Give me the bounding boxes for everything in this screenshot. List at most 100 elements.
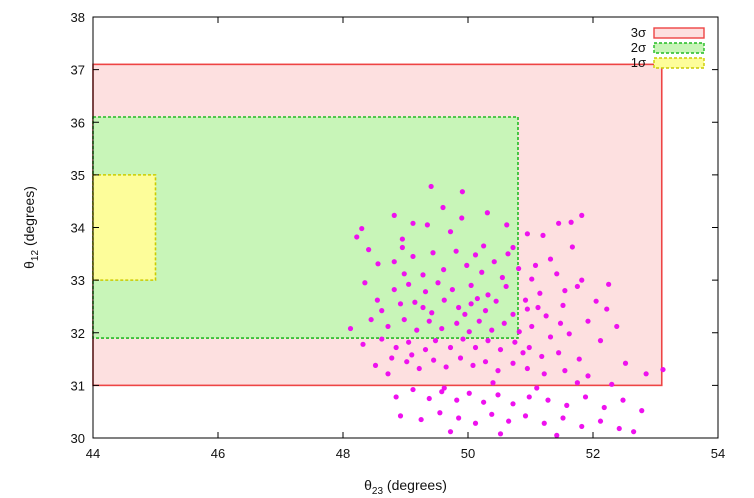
scatter-point (485, 292, 491, 298)
x-tick-label: 52 (586, 446, 600, 461)
scatter-point (441, 297, 447, 303)
scatter-point (539, 353, 545, 360)
scatter-point (562, 288, 568, 294)
scatter-point (541, 420, 547, 426)
scatter-point (535, 304, 541, 311)
confidence-regions (92, 63, 663, 387)
scatter-point (374, 297, 380, 303)
scatter-point (385, 371, 391, 377)
scatter-point (447, 429, 454, 435)
scatter-point (472, 420, 479, 426)
scatter-point (393, 344, 399, 351)
scatter-point (379, 336, 385, 342)
scatter-point (522, 297, 529, 303)
scatter-point (454, 397, 460, 403)
scatter-point (489, 411, 495, 417)
scatter-point (510, 244, 516, 251)
scatter-point (472, 252, 479, 258)
scatter-point (526, 394, 532, 400)
scatter-point (385, 323, 391, 330)
scatter-point (574, 283, 580, 290)
x-tick-label: 54 (711, 446, 725, 461)
scatter-point (597, 338, 604, 344)
scatter-point (579, 423, 585, 430)
legend-swatch (653, 42, 705, 54)
scatter-point (379, 308, 385, 314)
scatter-point (489, 327, 495, 333)
scatter-point (459, 189, 465, 195)
scatter-point (368, 316, 374, 323)
scatter-point (510, 360, 516, 366)
scatter-point (360, 341, 366, 347)
scatter-point (545, 397, 551, 403)
scatter-point (560, 302, 566, 308)
scatter-point (470, 362, 476, 368)
scatter-point (585, 318, 591, 324)
scatter-point (516, 265, 522, 272)
y-axis-label-units: (degrees) (21, 186, 37, 250)
x-tick-label: 50 (461, 446, 475, 461)
scatter-point (454, 320, 460, 326)
scatter-point (401, 271, 407, 277)
scatter-point (497, 431, 504, 437)
scatter-point (579, 212, 585, 218)
scatter-point (468, 301, 474, 307)
scatter-point (449, 286, 455, 293)
scatter-point (466, 390, 472, 396)
legend-label: 1σ (631, 55, 646, 70)
y-tick-label: 37 (71, 63, 85, 78)
scatter-point (354, 234, 360, 240)
legend-label: 2σ (631, 40, 646, 55)
scatter-point (501, 320, 507, 326)
scatter-point (426, 318, 432, 324)
scatter-point (447, 344, 454, 351)
scatter-point (534, 385, 540, 391)
scatter-point (429, 310, 435, 316)
y-tick-label: 36 (71, 115, 85, 130)
y-axis-label-symbol: θ (21, 261, 37, 269)
scatter-point (439, 325, 445, 332)
scatter-point (456, 304, 462, 311)
scatter-point (389, 355, 395, 361)
scatter-point (520, 350, 526, 356)
y-axis-label: θ12 (degrees) (21, 186, 41, 269)
scatter-point (505, 251, 511, 257)
scatter-point (456, 415, 462, 421)
scatter-point (510, 401, 516, 407)
scatter-point (585, 373, 591, 379)
scatter-point (526, 344, 532, 351)
scatter-point (485, 338, 491, 344)
scatter-point (522, 413, 529, 419)
scatter-point (457, 355, 464, 361)
scatter-point (393, 394, 399, 400)
scatter-point (439, 389, 445, 395)
scatter-point (609, 381, 615, 387)
scatter-point (541, 371, 547, 377)
scatter-point (476, 318, 482, 324)
scatter-point (554, 271, 560, 277)
scatter-point (601, 404, 607, 411)
scatter-point (399, 244, 405, 251)
scatter-point (560, 415, 566, 421)
scatter-point (576, 356, 582, 362)
scatter-points (347, 183, 666, 438)
scatter-point (432, 338, 439, 344)
scatter-point (479, 269, 485, 275)
scatter-point (481, 399, 487, 405)
scatter-point (420, 304, 426, 311)
scatter-point (554, 432, 560, 438)
scatter-point (620, 397, 626, 403)
scatter-point (524, 231, 530, 237)
scatter-point (409, 352, 415, 358)
scatter-point (406, 339, 412, 345)
scatter-point (404, 359, 410, 365)
scatter-point (482, 308, 489, 314)
y-tick-label: 33 (71, 273, 85, 288)
y-tick-label: 34 (71, 221, 85, 236)
scatter-point (631, 429, 637, 435)
scatter-point (524, 306, 530, 312)
region-2-sigma (92, 116, 519, 339)
scatter-point (543, 313, 549, 319)
